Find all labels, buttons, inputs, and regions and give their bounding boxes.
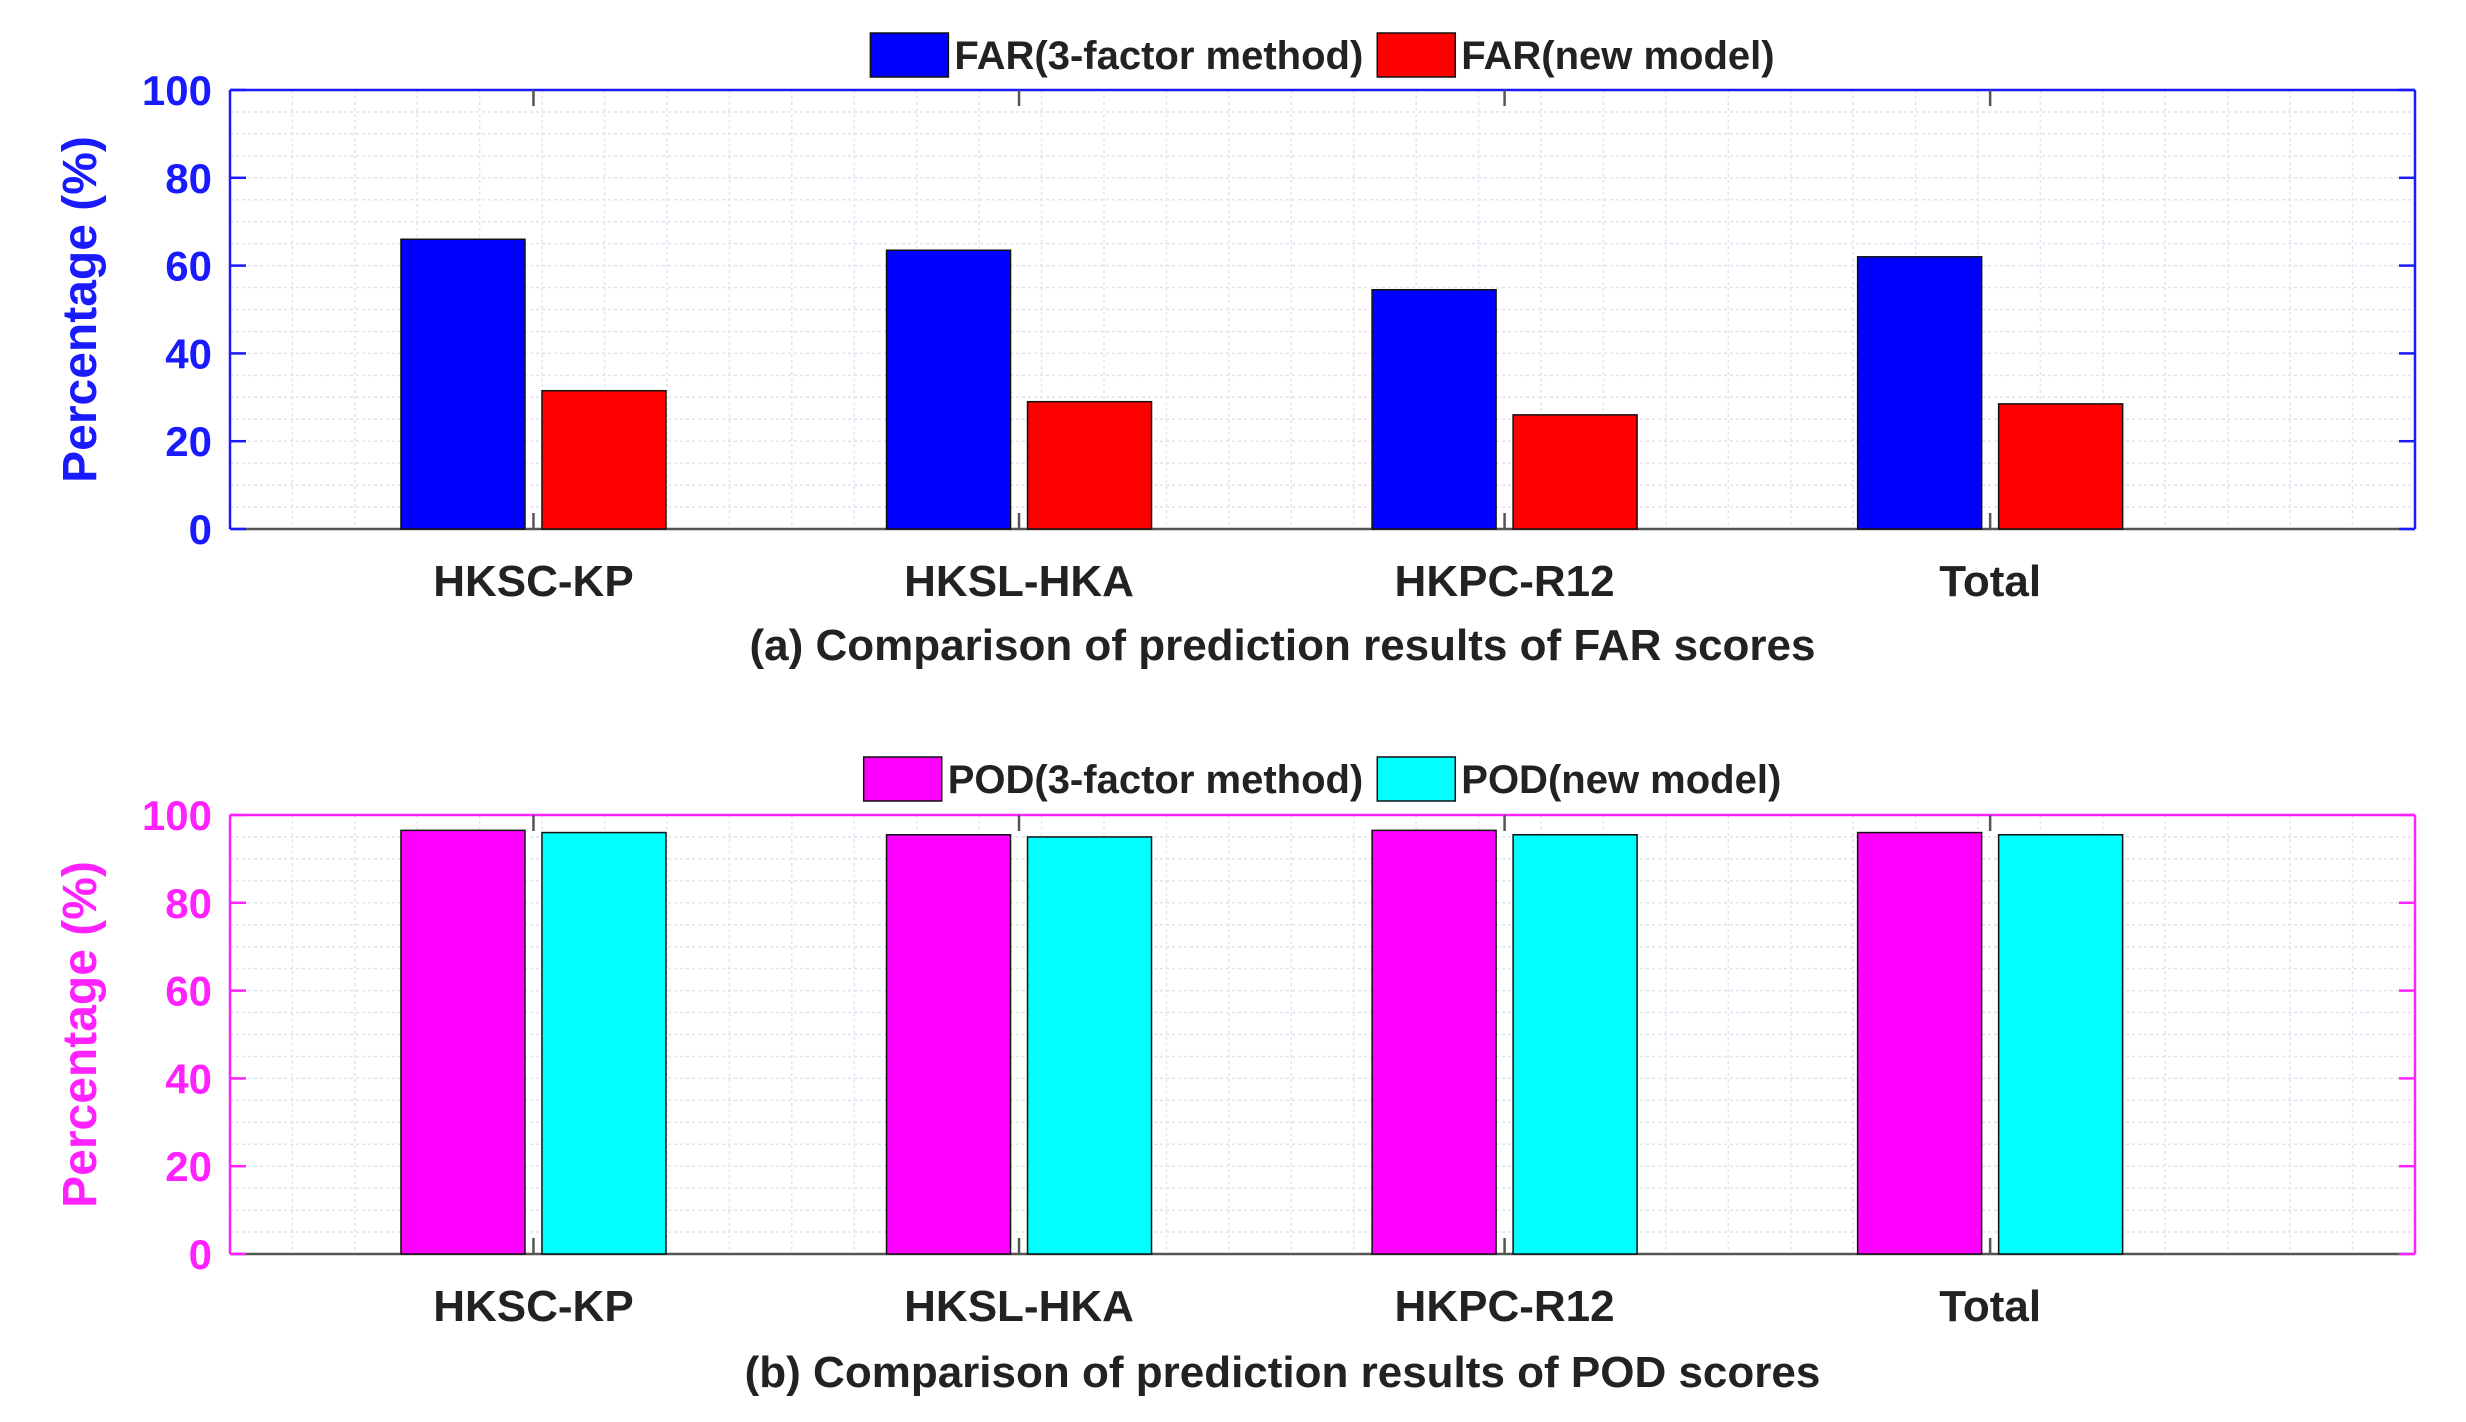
x-tick-label: Total bbox=[1939, 1282, 2041, 1331]
x-tick-label: HKSL-HKA bbox=[904, 557, 1134, 606]
bar-far-new-model-total bbox=[1997, 403, 2124, 530]
legend-swatch bbox=[1376, 32, 1457, 78]
bar-pod-3-factor-method-hksc-kp bbox=[400, 829, 526, 1255]
y-tick-label: 0 bbox=[189, 506, 212, 553]
bar-far-3-factor-method-hksc-kp bbox=[400, 238, 526, 530]
chart-panel-0: 0 20 40 60 80 100 Percentage (%) HKSC-KP HKSL-HK… bbox=[54, 32, 2417, 670]
legend-swatch bbox=[869, 32, 950, 78]
y-tick-label: 60 bbox=[165, 968, 212, 1015]
x-tick-label: HKSC-KP bbox=[433, 1282, 633, 1331]
x-tick-label: HKPC-R12 bbox=[1395, 1282, 1615, 1331]
y-tick-label: 40 bbox=[165, 1055, 212, 1102]
y-tick-label: 0 bbox=[189, 1231, 212, 1278]
bar-far-3-factor-method-hkpc-r12 bbox=[1371, 288, 1497, 530]
bar-pod-3-factor-method-hksl-hka bbox=[885, 834, 1012, 1255]
y-tick-label: 60 bbox=[165, 243, 212, 290]
grid bbox=[230, 90, 2415, 529]
chart-caption: (a) Comparison of prediction results of … bbox=[750, 621, 1816, 670]
y-tick-label: 80 bbox=[165, 155, 212, 202]
chart-caption: (b) Comparison of prediction results of … bbox=[745, 1348, 1821, 1397]
y-tick-label: 100 bbox=[142, 67, 212, 114]
y-tick-label: 40 bbox=[165, 330, 212, 377]
y-tick-label: 20 bbox=[165, 1143, 212, 1190]
legend-label: FAR(3-factor method) bbox=[954, 34, 1363, 78]
y-tick-label: 80 bbox=[165, 880, 212, 927]
y-tick-label: 100 bbox=[142, 792, 212, 839]
bar-pod-new-model-hkpc-r12 bbox=[1512, 834, 1638, 1255]
bar-far-new-model-hkpc-r12 bbox=[1512, 414, 1638, 530]
bar-far-new-model-hksc-kp bbox=[541, 389, 667, 530]
bar-pod-new-model-hksc-kp bbox=[541, 831, 667, 1255]
bar-pod-new-model-hksl-hka bbox=[1026, 836, 1153, 1255]
x-tick-label: HKPC-R12 bbox=[1395, 557, 1615, 606]
x-tick-label: HKSC-KP bbox=[433, 557, 633, 606]
bar-pod-3-factor-method-hkpc-r12 bbox=[1371, 829, 1497, 1255]
legend-swatch bbox=[862, 756, 943, 802]
chart-panel-1: 0 20 40 60 80 100 Percentage (%) HKSC-KP HKSL-HK… bbox=[54, 756, 2417, 1397]
y-axis-label: Percentage (%) bbox=[54, 136, 107, 483]
y-tick-label: 20 bbox=[165, 418, 212, 465]
bar-far-3-factor-method-total bbox=[1856, 256, 1983, 530]
y-axis-label: Percentage (%) bbox=[54, 861, 107, 1208]
legend-label: FAR(new model) bbox=[1461, 34, 1774, 78]
x-tick-label: HKSL-HKA bbox=[904, 1282, 1134, 1331]
legend-label: POD(3-factor method) bbox=[948, 758, 1364, 802]
bar-pod-new-model-total bbox=[1997, 834, 2124, 1255]
legend-label: POD(new model) bbox=[1461, 758, 1781, 802]
bar-far-new-model-hksl-hka bbox=[1026, 400, 1153, 530]
x-tick-label: Total bbox=[1939, 557, 2041, 606]
bar-pod-3-factor-method-total bbox=[1856, 831, 1983, 1255]
bar-far-3-factor-method-hksl-hka bbox=[885, 249, 1012, 530]
legend-swatch bbox=[1376, 756, 1457, 802]
legend: POD(3-factor method) POD(new model) bbox=[862, 756, 1781, 802]
legend: FAR(3-factor method) FAR(new model) bbox=[869, 32, 1775, 78]
